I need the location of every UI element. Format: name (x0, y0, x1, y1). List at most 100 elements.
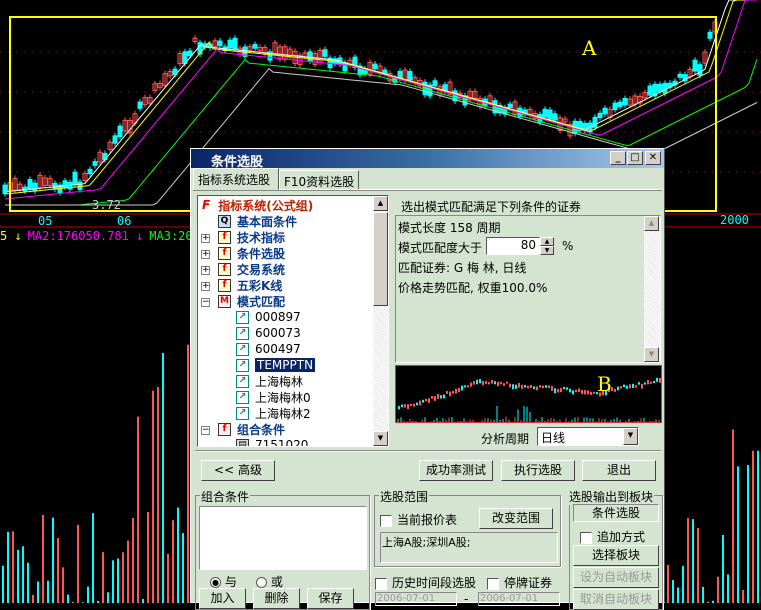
pattern-length: 模式长度 158 周期 (398, 221, 501, 235)
advanced-button[interactable]: << 高级 (201, 460, 275, 481)
maximize-button[interactable]: □ (627, 151, 643, 165)
candle-body (162, 73, 168, 86)
close-button[interactable]: ✕ (645, 151, 661, 165)
minimize-button[interactable]: _ (610, 151, 626, 165)
candle-body (137, 101, 143, 109)
scroll-down-button[interactable]: ▼ (373, 431, 388, 446)
spin-up-button[interactable]: ▲ (540, 237, 554, 246)
collapse-icon[interactable]: − (201, 425, 210, 435)
scroll-up-button[interactable]: ▲ (373, 196, 388, 211)
save-button[interactable]: 保存 (307, 588, 354, 609)
candle-body (152, 83, 158, 91)
tree-item[interactable]: 五彩K线 (237, 278, 283, 293)
exit-button[interactable]: 退出 (582, 460, 656, 481)
dialog-title-bar[interactable]: 条件选股 _ □ ✕ (191, 149, 664, 170)
tree-item[interactable]: 交易系统 (237, 262, 286, 277)
scroll-thumb[interactable] (373, 212, 388, 306)
candle-body (472, 90, 478, 99)
pattern-chart-icon: ↗ (236, 326, 249, 340)
mini-candle (476, 379, 478, 385)
mini-candle (584, 390, 586, 395)
add-button[interactable]: 加入 (199, 588, 246, 609)
run-selection-button[interactable]: 执行选股 (501, 460, 575, 481)
mini-candle (434, 396, 436, 401)
collapse-icon[interactable]: − (201, 297, 210, 307)
mini-candle (467, 385, 469, 388)
tree-root[interactable]: 指标系统(公式组) (218, 198, 314, 213)
tree-pattern-item[interactable]: ↗ 600073 (236, 325, 301, 341)
candle-body (307, 51, 313, 62)
expand-icon[interactable]: + (201, 249, 210, 259)
tree-pattern-item[interactable]: ↗ 上海梅林 (236, 373, 303, 389)
suspended-checkbox[interactable]: 停牌证券 (487, 574, 552, 591)
criteria-scrollbar[interactable]: ▲ ▼ (644, 216, 660, 362)
mini-candle (491, 379, 493, 384)
tree-pattern-item[interactable]: ↗ 上海梅林2 (236, 405, 311, 421)
tab-f10-selection[interactable]: F10资料选股 (279, 170, 359, 190)
success-rate-test-button[interactable]: 成功率测试 (419, 460, 493, 481)
cancel-auto-block-button[interactable]: 取消自动板块 (573, 589, 659, 610)
mini-candle (644, 382, 646, 385)
tree-item[interactable]: 组合条件 (237, 422, 286, 437)
selection-range-group: 选股范围 当前报价表 改变范围 上海A股;深圳A股; (374, 488, 561, 567)
tree-item[interactable]: 基本面条件 (237, 214, 298, 229)
current-quote-checkbox[interactable]: 当前报价表 (380, 511, 457, 528)
mini-candle (461, 385, 463, 391)
date-from-input[interactable]: 2006-07-01 (375, 592, 457, 606)
select-block-button[interactable]: 选择板块 (573, 545, 659, 566)
scroll-down-button[interactable]: ▼ (644, 347, 659, 362)
combo-conditions-list[interactable] (199, 506, 367, 570)
tree-scrollbar[interactable]: ▲ ▼ (373, 196, 388, 446)
append-mode-checkbox[interactable]: 追加方式 (580, 528, 645, 545)
set-auto-block-button[interactable]: 设为自动板块 (573, 567, 659, 588)
period-select[interactable]: 日线 ▼ (537, 427, 639, 446)
mini-candle (470, 382, 472, 387)
mini-candle (548, 385, 550, 388)
pattern-chart-icon: ↗ (236, 358, 249, 372)
mini-candle (563, 386, 565, 390)
delete-button[interactable]: 删除 (253, 588, 300, 609)
matched-security: 匹配证券: G 梅 林, 日线 (398, 261, 527, 275)
chevron-down-icon[interactable]: ▼ (623, 428, 638, 445)
match-weight: 价格走势匹配, 权重100.0% (398, 281, 548, 295)
scroll-up-button[interactable]: ▲ (644, 216, 659, 231)
tree-pattern-item[interactable]: ↗ 000897 (236, 309, 301, 325)
expand-icon[interactable]: + (201, 233, 210, 243)
match-label: 模式匹配度大于 (398, 241, 483, 255)
and-label: 与 (224, 575, 237, 589)
mini-candle (581, 389, 583, 395)
tree-item[interactable]: 模式匹配 (237, 294, 286, 309)
tree-pattern-item[interactable]: ↗ TEMPPTN (236, 357, 317, 373)
and-radio[interactable]: ● 与 (210, 575, 237, 589)
mini-candle (440, 395, 442, 399)
mini-candle (455, 388, 457, 394)
ma1-label: 5 ↓ (0, 229, 22, 243)
mini-candle (620, 386, 622, 389)
tree-item[interactable]: 条件选股 (237, 246, 286, 261)
or-radio[interactable]: 或 (256, 573, 283, 590)
date-to-input[interactable]: 2006-07-01 (478, 592, 560, 606)
expand-icon[interactable]: + (201, 281, 210, 291)
tree-item[interactable]: 7151020 (255, 438, 309, 447)
moving-average-line (5, 58, 758, 206)
tree-pattern-item[interactable]: ↗ 上海梅林0 (236, 389, 311, 405)
tab-indicator-selection[interactable]: 指标系统选股 (193, 168, 279, 190)
dialog-title: 条件选股 (211, 155, 264, 170)
date-dash: - (464, 592, 469, 606)
candle-body (352, 56, 358, 69)
tree-item[interactable]: 技术指标 (237, 230, 286, 245)
formula-tree[interactable]: F 指标系统(公式组) Q 基本面条件 + f 技术指标 + f 条件选股 + f 交易系… (197, 195, 389, 447)
spin-down-button[interactable]: ▼ (540, 246, 554, 255)
history-period-checkbox[interactable]: 历史时间段选股 (375, 574, 476, 591)
match-degree-input[interactable]: 80 (486, 237, 540, 255)
expand-icon[interactable]: + (201, 265, 210, 275)
candle-body (617, 101, 623, 108)
tree-pattern-item[interactable]: ↗ 600497 (236, 341, 301, 357)
mini-candle (398, 406, 400, 410)
mini-candle (569, 388, 571, 393)
candle-body (657, 83, 663, 93)
mini-candle (527, 385, 529, 389)
change-range-button[interactable]: 改变范围 (479, 508, 553, 529)
condition-stock-selection-dialog: 条件选股 _ □ ✕ 指标系统选股 F10资料选股 F 指标系统(公式组) Q 基本… (190, 148, 665, 610)
mini-candle (464, 385, 466, 388)
